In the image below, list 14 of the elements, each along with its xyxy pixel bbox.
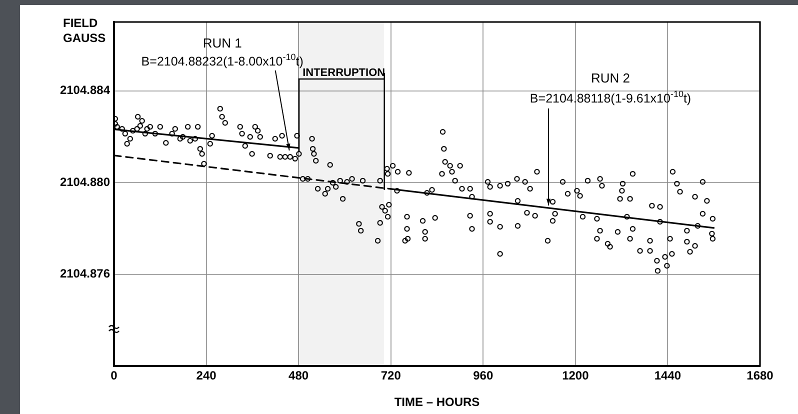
x-tick-label: 480 xyxy=(288,368,309,383)
x-tick-label: 240 xyxy=(196,368,217,383)
x-tick-label: 960 xyxy=(473,368,494,383)
x-tick-label: 720 xyxy=(380,368,402,383)
x-tick-label: 1440 xyxy=(654,368,682,383)
y-tick-label: 2104.876 xyxy=(60,266,110,281)
y-tick-label: 2104.880 xyxy=(60,174,110,189)
x-tick-label: 0 xyxy=(110,368,118,383)
band-label: INTERRUPTION xyxy=(302,67,386,79)
y-tick-label: 2104.884 xyxy=(60,83,110,98)
y-axis-title: FIELD GAUSS xyxy=(63,16,106,45)
x-tick-label: 1680 xyxy=(746,368,774,383)
x-tick-label: 1200 xyxy=(562,368,590,383)
x-axis-title: TIME – HOURS xyxy=(394,395,480,410)
